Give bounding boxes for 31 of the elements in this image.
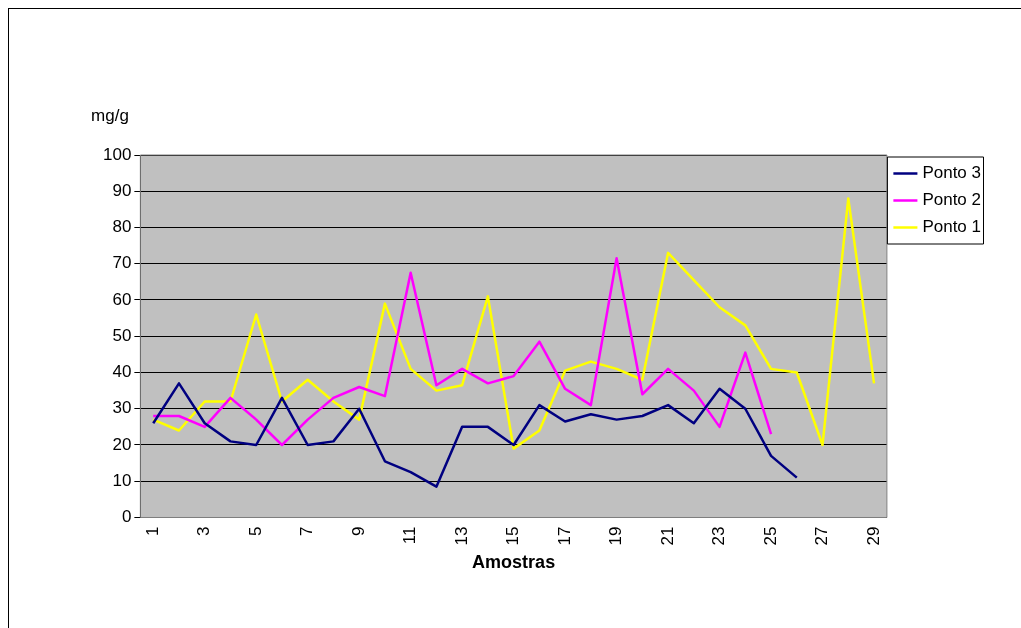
y-tick-label: 0: [121, 507, 132, 527]
x-tick-label: 19: [606, 526, 626, 546]
legend-label: Ponto 3: [922, 163, 982, 183]
y-tick-label: 30: [112, 398, 132, 418]
legend-label: Ponto 2: [922, 190, 982, 210]
x-axis-title: Amostras: [472, 552, 556, 573]
x-tick-label: 15: [503, 526, 523, 546]
y-tick-label: 70: [112, 253, 132, 273]
x-tick-label: 9: [348, 526, 368, 536]
x-tick-label: 13: [451, 526, 471, 546]
x-tick-label: 23: [709, 526, 729, 546]
x-tick-label: 25: [760, 526, 780, 546]
y-tick-label: 40: [112, 362, 132, 382]
x-tick-label: 29: [863, 526, 883, 546]
x-tick-label: 27: [812, 526, 832, 546]
x-tick-label: 7: [297, 526, 317, 536]
x-tick-label: 1: [142, 526, 162, 536]
x-tick-label: 11: [400, 526, 420, 545]
x-tick-label: 5: [245, 526, 265, 536]
y-tick-label: 50: [112, 325, 132, 345]
y-tick-label: 10: [112, 470, 132, 490]
y-tick-label: 80: [112, 217, 132, 237]
y-tick-label: 20: [112, 434, 132, 454]
x-tick-label: 17: [554, 526, 574, 546]
x-tick-label: 3: [194, 526, 214, 536]
legend-label: Ponto 1: [922, 217, 982, 237]
y-tick-label: 60: [112, 289, 132, 309]
y-tick-label: 100: [102, 144, 132, 164]
y-tick-label: 90: [112, 180, 132, 200]
x-tick-label: 21: [657, 526, 677, 546]
y-axis-title: mg/g: [91, 106, 129, 126]
